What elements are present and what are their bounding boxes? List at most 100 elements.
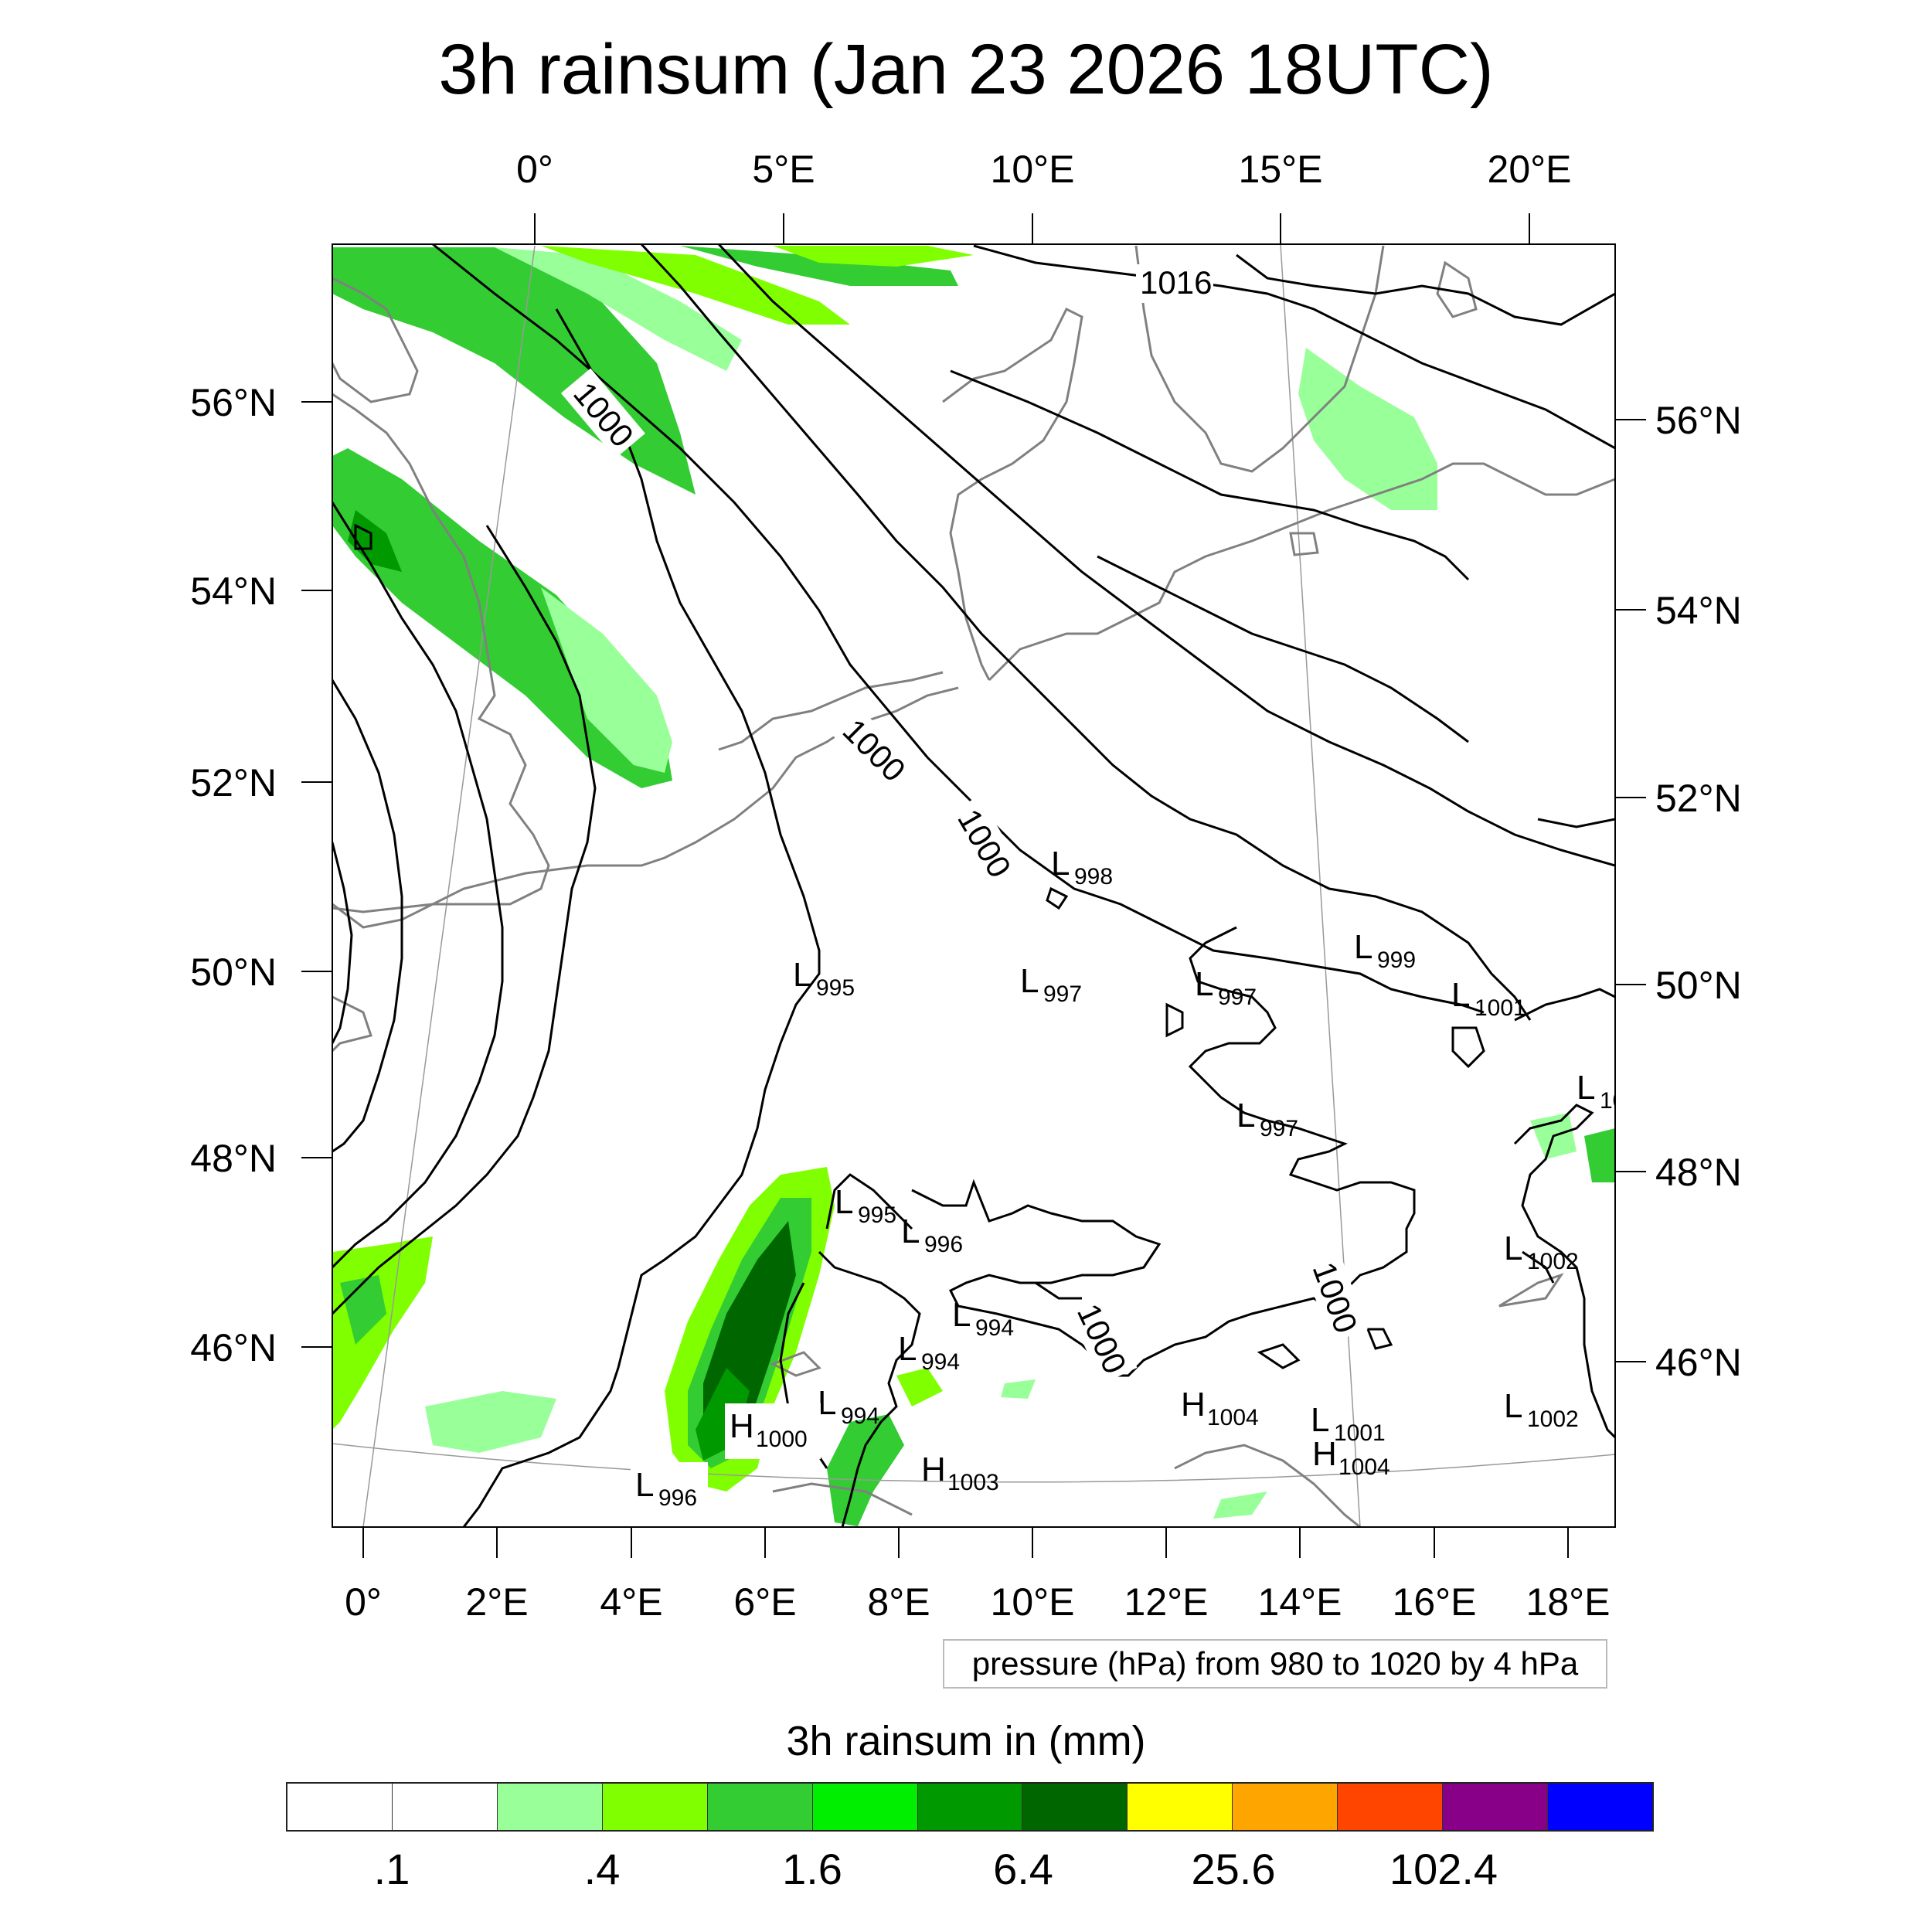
isobar-26: [354, 523, 372, 550]
svg-text:995: 995: [858, 1202, 896, 1228]
top-lon-label: 0°: [516, 148, 553, 191]
svg-text:L: L: [835, 1183, 853, 1221]
pressure-center-6: L 1001: [1451, 976, 1526, 1021]
colorbar-label: .4: [583, 1845, 621, 1893]
colorbar-swatch: [1338, 1784, 1444, 1830]
top-lon-label: 5°E: [752, 148, 815, 191]
svg-text:L: L: [818, 1384, 836, 1422]
svg-text:L: L: [1311, 1401, 1329, 1439]
rain-area-uk-east-dark: [348, 510, 402, 572]
meridian-0-top: [362, 245, 536, 1527]
isobar-10: [332, 502, 504, 1269]
pressure-center-8: L 10: [1577, 1069, 1625, 1114]
colorbar-label: .1: [373, 1845, 410, 1893]
coast-germany-north: [988, 524, 1291, 682]
right-latitude-labels: 56°N 54°N 52°N 50°N 48°N 46°N: [1655, 399, 1742, 1384]
colorbar-swatch: [1022, 1784, 1128, 1830]
colorbar-swatch: [392, 1784, 498, 1830]
pressure-center-4: L 997: [1195, 965, 1257, 1010]
left-lat-label: 48°N: [190, 1137, 277, 1180]
bottom-lon-label: 12°E: [1124, 1580, 1209, 1624]
rain-area-croatia: [1213, 1492, 1267, 1519]
svg-text:L: L: [635, 1466, 654, 1504]
svg-text:H: H: [921, 1451, 946, 1488]
pressure-center-7: L 997: [1236, 1097, 1298, 1141]
isobar-16: [818, 1250, 921, 1527]
svg-text:L: L: [1051, 845, 1070, 883]
bottom-lon-label: 18°E: [1526, 1580, 1611, 1624]
pressure-center-16: H 1003: [921, 1451, 999, 1495]
svg-text:995: 995: [816, 975, 855, 1001]
svg-text:998: 998: [1074, 864, 1113, 889]
svg-text:1001: 1001: [1475, 995, 1526, 1021]
colorbar-swatch: [1233, 1784, 1338, 1830]
left-lat-label: 54°N: [190, 570, 277, 613]
rain-area-italy-small: [1001, 1379, 1036, 1399]
left-lat-label: 56°N: [190, 381, 277, 424]
colorbar: [286, 1782, 1654, 1832]
right-lat-label: 52°N: [1655, 777, 1742, 820]
pressure-center-15: L 996: [631, 1462, 708, 1515]
isobar-2: [640, 244, 1532, 1021]
svg-text:997: 997: [1043, 981, 1082, 1007]
rain-area-east-edge: [1584, 1128, 1615, 1182]
pressure-center-5: L 999: [1354, 928, 1416, 973]
pressure-center-2: L 995: [793, 956, 855, 1001]
isobar-label-1016: 1016: [1140, 264, 1212, 301]
isobar-20: [1451, 1026, 1485, 1069]
pressure-centers: L 998 L 995 L 997 L 997 L 999 L 1001: [631, 845, 1625, 1515]
rain-area-uk-east-light: [541, 587, 672, 773]
svg-text:H: H: [730, 1407, 754, 1445]
left-lat-label: 50°N: [190, 951, 277, 994]
svg-text:L: L: [1236, 1097, 1255, 1134]
rain-area-france-scatter: [425, 1391, 556, 1453]
svg-text:H: H: [1312, 1435, 1337, 1473]
colorbar-swatch: [1128, 1784, 1233, 1830]
pressure-center-9: L 995: [835, 1183, 896, 1228]
coast-france-brittany: [332, 995, 372, 1053]
pressure-center-21: L 1002: [1504, 1387, 1579, 1432]
isobar-15: [825, 1173, 913, 1230]
svg-text:L: L: [1020, 962, 1039, 1000]
rain-band-upper: [541, 246, 850, 325]
svg-text:L: L: [793, 956, 811, 994]
top-lon-label: 20°E: [1488, 148, 1572, 191]
svg-text:996: 996: [658, 1485, 697, 1511]
isobar-9: [462, 308, 821, 1527]
isobar-18: [1035, 1281, 1082, 1300]
rain-area-baltic: [1298, 348, 1437, 510]
isobar-3: [717, 244, 1615, 867]
colorbar-label: 6.4: [993, 1845, 1053, 1893]
left-lat-label: 52°N: [190, 761, 277, 804]
svg-text:1004: 1004: [1338, 1454, 1390, 1480]
right-lat-label: 46°N: [1655, 1341, 1742, 1384]
isobar-8: [1537, 818, 1615, 828]
colorbar-label: 25.6: [1191, 1845, 1276, 1893]
isobar-5: [950, 369, 1470, 581]
coast-lake-geneva: [770, 1351, 821, 1377]
map-title: 3h rainsum (Jan 23 2026 18UTC): [438, 30, 1494, 109]
pressure-center-19: H 1004: [1312, 1435, 1390, 1480]
pressure-center-14: H 1000: [725, 1403, 821, 1459]
coast-denmark: [942, 307, 1083, 681]
bottom-lon-label: 8°E: [867, 1580, 930, 1624]
colorbar-label: 1.6: [782, 1845, 842, 1893]
rain-area-slovenia-light: [896, 1368, 943, 1406]
svg-text:L: L: [1504, 1387, 1522, 1425]
right-lat-label: 50°N: [1655, 964, 1742, 1007]
top-longitude-labels: 0° 5°E 10°E 15°E 20°E: [516, 148, 1571, 191]
legend-title: 3h rainsum in (mm): [786, 1718, 1146, 1764]
svg-text:997: 997: [1218, 985, 1257, 1010]
rain-band-upper-2: [680, 246, 958, 286]
pressure-center-10: L 996: [901, 1213, 963, 1257]
isobar-7: [1236, 253, 1615, 326]
svg-text:10: 10: [1600, 1088, 1625, 1114]
pressure-center-1: L 998: [1051, 845, 1113, 889]
isobar-19: [1513, 1104, 1615, 1439]
isobar-6: [1097, 555, 1469, 743]
svg-text:994: 994: [921, 1349, 960, 1375]
pressure-center-18: L 1001: [1311, 1401, 1386, 1446]
left-latitude-labels: 56°N 54°N 52°N 50°N 48°N 46°N: [190, 381, 277, 1369]
isobar-25: [1165, 1002, 1184, 1038]
